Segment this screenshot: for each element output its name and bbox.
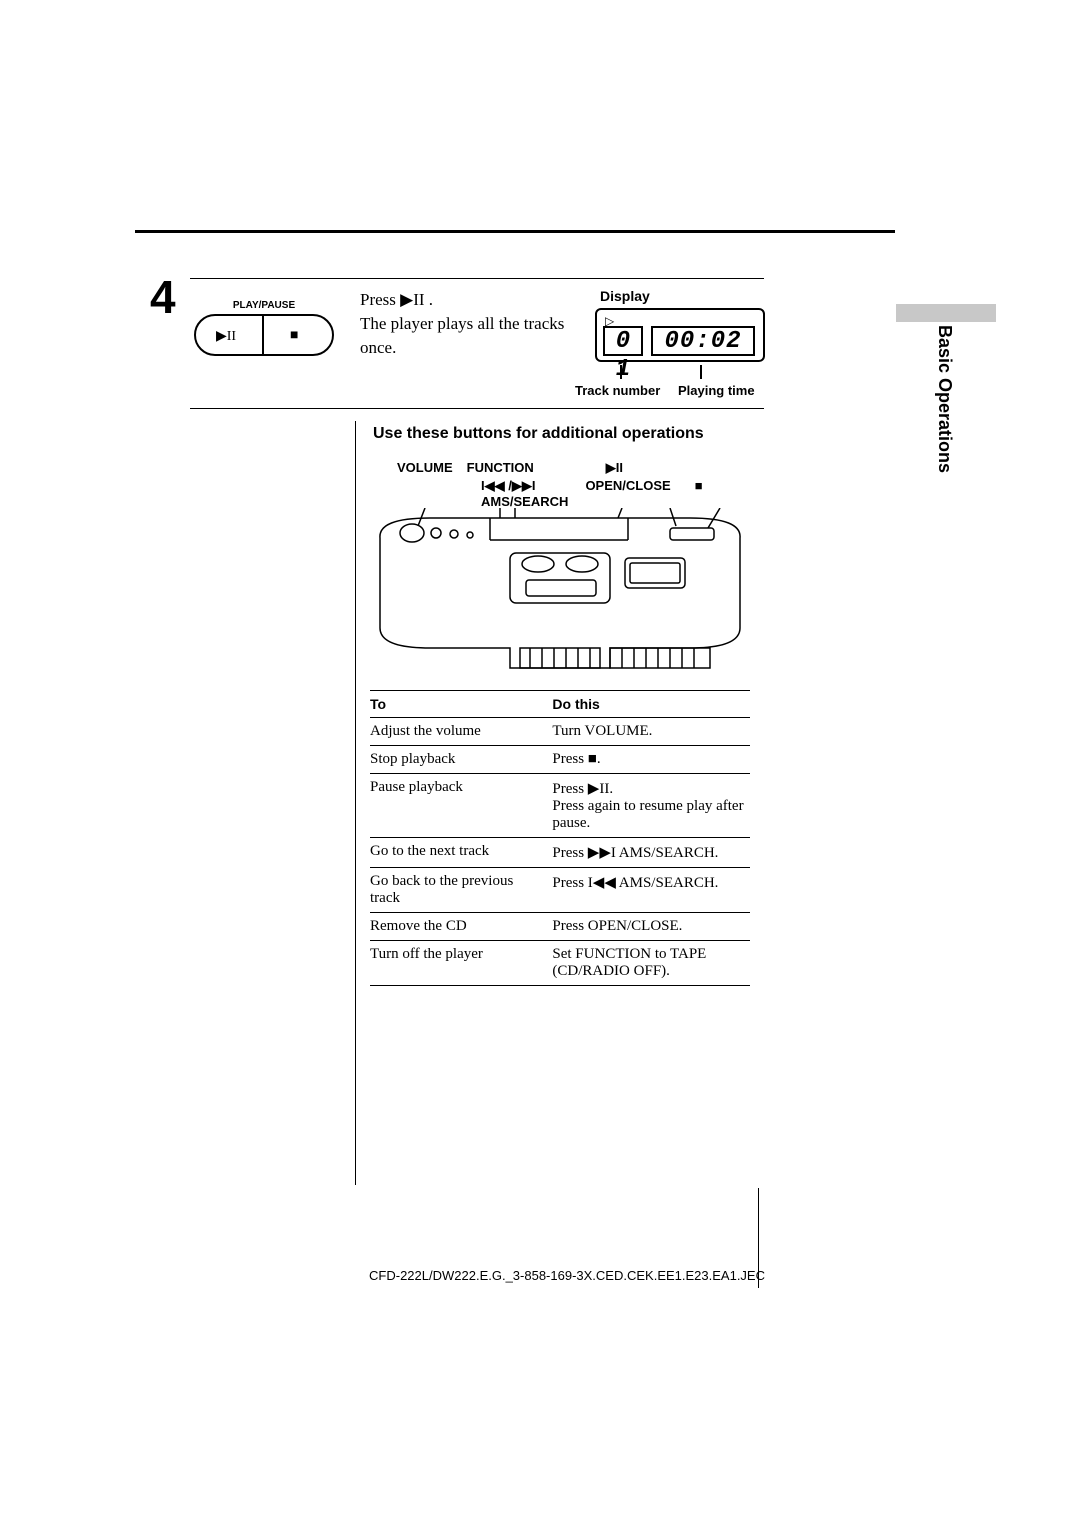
- play-pause-label: ▶II: [606, 460, 623, 476]
- additional-ops-heading: Use these buttons for additional operati…: [373, 425, 704, 443]
- lcd-pointer-1: [620, 365, 622, 379]
- track-number-label: Track number: [575, 383, 660, 398]
- cell-to: Stop playback: [370, 751, 552, 768]
- playing-time-label: Playing time: [678, 383, 755, 398]
- table-row: Go back to the previous trackPress I◀◀ A…: [370, 868, 750, 913]
- button-divider: [262, 314, 264, 356]
- open-close-label: OPEN/CLOSE: [585, 478, 670, 494]
- table-row: Remove the CDPress OPEN/CLOSE.: [370, 913, 750, 941]
- cell-to: Adjust the volume: [370, 723, 552, 740]
- instruction-text: Press ▶II . The player plays all the tra…: [360, 288, 590, 359]
- stop-icon: ■: [290, 328, 298, 344]
- header-to: To: [370, 696, 552, 712]
- table-row: Go to the next trackPress ▶▶I AMS/SEARCH…: [370, 838, 750, 868]
- table-header: To Do this: [370, 690, 750, 718]
- device-diagram: [370, 508, 750, 678]
- search-label: I◀◀ /▶▶I: [481, 478, 535, 494]
- top-rule: [135, 230, 895, 233]
- stop-label: ■: [695, 478, 703, 494]
- header-do: Do this: [552, 696, 750, 712]
- cell-do: Press ▶▶I AMS/SEARCH.: [552, 843, 750, 862]
- side-section-label: Basic Operations: [933, 325, 955, 485]
- vertical-rule: [355, 421, 356, 1185]
- control-label-block: VOLUME FUNCTION ▶II I◀◀ /▶▶I OPEN/CLOSE …: [373, 460, 753, 509]
- cell-do: Turn VOLUME.: [552, 723, 750, 740]
- play-pause-caption: PLAY/PAUSE: [194, 300, 334, 311]
- play-pause-icon: ▶II: [216, 328, 236, 345]
- cell-do: Press ■.: [552, 751, 750, 768]
- cell-do: Set FUNCTION to TAPE (CD/RADIO OFF).: [552, 946, 750, 980]
- lcd-display: ▷ 0 1 00:02: [595, 308, 765, 362]
- cell-to: Go to the next track: [370, 843, 552, 862]
- instruction-line1: Press ▶II .: [360, 288, 590, 312]
- volume-label: VOLUME: [397, 460, 453, 476]
- play-pause-button-graphic: PLAY/PAUSE ▶II ■: [194, 300, 334, 358]
- section-rule-top: [190, 278, 764, 279]
- ams-search-label: AMS/SEARCH: [481, 494, 568, 509]
- button-outline: [194, 314, 334, 356]
- table-row: Pause playbackPress ▶II. Press again to …: [370, 774, 750, 838]
- table-row: Adjust the volumeTurn VOLUME.: [370, 718, 750, 746]
- step-number: 4: [150, 270, 176, 324]
- instruction-line2: The player plays all the tracks once.: [360, 312, 590, 360]
- section-rule-mid: [190, 408, 764, 409]
- cell-to: Remove the CD: [370, 918, 552, 935]
- side-tab: [896, 304, 996, 322]
- lcd-pointer-2: [700, 365, 702, 379]
- cell-to: Go back to the previous track: [370, 873, 552, 907]
- table-row: Stop playbackPress ■.: [370, 746, 750, 774]
- cell-to: Turn off the player: [370, 946, 552, 980]
- operations-table: To Do this Adjust the volumeTurn VOLUME.…: [370, 690, 750, 986]
- cell-do: Press ▶II. Press again to resume play af…: [552, 779, 750, 832]
- cell-do: Press OPEN/CLOSE.: [552, 918, 750, 935]
- lcd-playing-time: 00:02: [651, 326, 755, 356]
- cell-to: Pause playback: [370, 779, 552, 832]
- display-heading: Display: [600, 288, 650, 304]
- table-row: Turn off the playerSet FUNCTION to TAPE …: [370, 941, 750, 986]
- footer-code: CFD-222L/DW222.E.G._3-858-169-3X.CED.CEK…: [0, 1268, 765, 1283]
- lcd-track-number: 0 1: [603, 326, 643, 356]
- cell-do: Press I◀◀ AMS/SEARCH.: [552, 873, 750, 907]
- function-label: FUNCTION: [467, 460, 534, 476]
